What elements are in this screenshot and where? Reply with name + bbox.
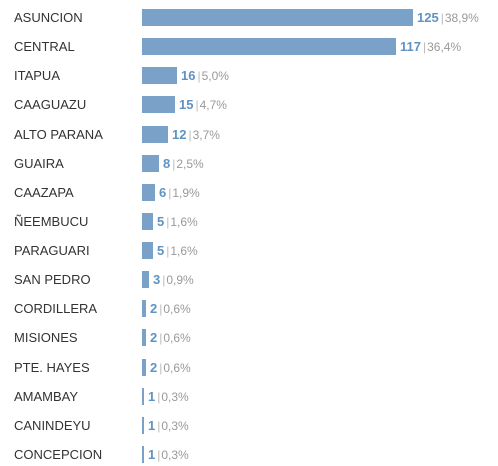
percent-label: 4,7% [199,98,227,113]
bar[interactable] [142,416,144,434]
separator: | [157,389,161,404]
value-label: 5 [157,213,165,229]
separator: | [195,98,199,113]
data-label: 2 |0,6% [150,360,191,376]
bar[interactable] [142,67,177,85]
percent-label: 0,9% [166,273,194,288]
bar[interactable] [142,242,153,260]
bar[interactable] [142,212,153,230]
value-label: 1 [148,388,156,404]
value-label: 117 [400,39,421,55]
separator: | [159,360,163,375]
separator: | [188,127,192,142]
separator: | [157,447,161,462]
percent-label: 1,6% [170,214,198,229]
category-label: CANINDEYU [14,417,91,433]
percent-label: 36,4% [427,40,462,55]
category-label: PTE. HAYES [14,359,90,375]
bar[interactable] [142,445,144,463]
bar[interactable] [142,96,175,114]
category-label: PARAGUARI [14,243,90,259]
data-label: 1 |0,3% [148,418,189,434]
separator: | [166,214,170,229]
separator: | [168,185,172,200]
value-label: 1 [148,417,156,433]
bar[interactable] [142,271,149,289]
percent-label: 3,7% [192,127,220,142]
data-label: 117 |36,4% [400,39,461,55]
value-label: 3 [153,272,161,288]
separator: | [166,244,170,259]
separator: | [440,11,444,25]
separator: | [159,302,163,317]
bar[interactable] [142,38,396,56]
percent-label: 0,6% [163,302,191,317]
separator: | [162,273,166,288]
category-label: ÑEEMBUCU [14,213,89,229]
category-label: ASUNCION [14,10,83,25]
percent-label: 1,6% [170,244,198,259]
bar[interactable] [142,300,146,318]
data-label: 8 |2,5% [163,156,204,172]
separator: | [159,331,163,346]
category-label: CORDILLERA [14,301,98,317]
bar[interactable] [142,9,413,26]
category-label: CAAGUAZU [14,97,87,113]
percent-label: 0,6% [163,331,191,346]
percent-label: 0,3% [161,418,189,433]
category-label: MISIONES [14,330,78,346]
percent-label: 5,0% [201,69,229,84]
percent-label: 0,3% [161,447,189,462]
value-label: 2 [150,301,158,317]
data-label: 6 |1,9% [159,185,200,201]
category-label: ITAPUA [14,68,60,84]
category-label: SAN PEDRO [14,272,91,288]
value-label: 125 [417,10,439,25]
value-label: 6 [159,184,167,200]
data-label: 2 |0,6% [150,301,191,317]
separator: | [197,69,201,84]
value-label: 2 [150,359,158,375]
separator: | [157,418,161,433]
value-label: 5 [157,243,165,259]
value-label: 15 [179,97,194,113]
value-label: 12 [172,126,187,142]
value-label: 2 [150,330,158,346]
category-label: CAAZAPA [14,184,74,200]
percent-label: 0,6% [163,360,191,375]
bar[interactable] [142,125,168,143]
bar[interactable] [142,358,146,376]
bar[interactable] [142,329,146,347]
percent-label: 1,9% [172,185,200,200]
data-label: 15 |4,7% [179,97,227,113]
percent-label: 0,3% [161,389,189,404]
percent-label: 2,5% [176,156,204,171]
bar[interactable] [142,183,155,201]
data-label: 5 |1,6% [157,243,198,259]
separator: | [172,156,176,171]
bar[interactable] [142,154,159,172]
data-label: 1 |0,3% [148,389,189,405]
data-label: 12 |3,7% [172,127,220,143]
category-label: AMAMBAY [14,388,79,404]
separator: | [422,40,427,55]
percent-label: 38,9% [444,11,479,25]
value-label: 16 [181,68,196,84]
data-label: 1 |0,3% [148,447,189,463]
category-label: GUAIRA [14,155,64,171]
category-label: CONCEPCION [14,446,103,462]
category-label: ALTO PARANA [14,126,103,142]
data-label: 3 |0,9% [153,272,194,288]
data-label: 125 |38,9% [417,10,479,26]
value-label: 1 [148,446,156,462]
data-label: 16 |5,0% [181,68,229,84]
value-label: 8 [163,155,171,171]
data-label: 5 |1,6% [157,214,198,230]
category-label: CENTRAL [14,39,75,55]
data-label: 2 |0,6% [150,330,191,346]
bar[interactable] [142,387,144,405]
